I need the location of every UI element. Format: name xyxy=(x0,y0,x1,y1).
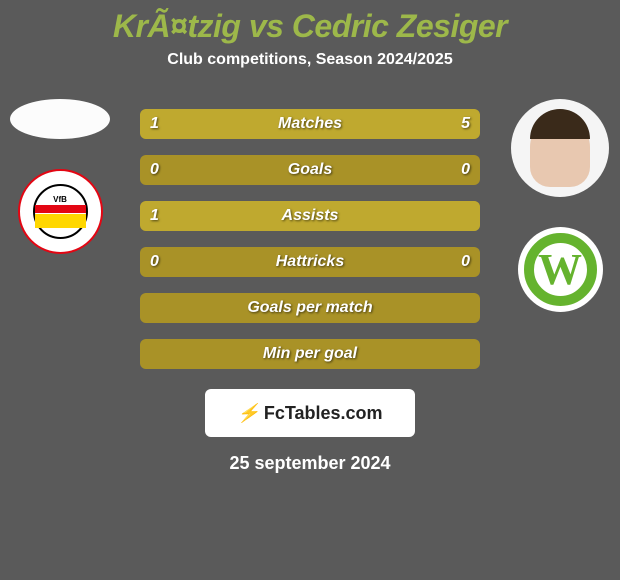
wolfsburg-w: W xyxy=(538,244,582,295)
left-player-avatar xyxy=(10,99,110,139)
stat-row: Min per goal xyxy=(140,339,480,369)
right-club-badge: W xyxy=(518,227,603,312)
stat-value-left: 1 xyxy=(140,207,180,225)
left-player-column: VfB xyxy=(10,99,110,254)
site-badge: ⚡ FcTables.com xyxy=(205,389,415,437)
stat-value-right: 0 xyxy=(440,253,480,271)
stat-label: Assists xyxy=(180,207,440,225)
stat-value-left: 0 xyxy=(140,161,180,179)
right-player-avatar xyxy=(511,99,609,197)
stat-row: 1Matches5 xyxy=(140,109,480,139)
stat-label: Goals xyxy=(180,161,440,179)
date-line: 25 september 2024 xyxy=(0,453,620,474)
stat-label: Matches xyxy=(180,115,440,133)
right-player-column: W xyxy=(510,99,610,312)
fctables-icon: ⚡ xyxy=(237,403,259,424)
stat-label: Goals per match xyxy=(180,299,440,317)
stat-value-left: 0 xyxy=(140,253,180,271)
stat-row: 0Goals0 xyxy=(140,155,480,185)
subtitle: Club competitions, Season 2024/2025 xyxy=(0,51,620,69)
vfb-text: VfB xyxy=(53,195,67,204)
stat-value-right: 0 xyxy=(440,161,480,179)
stat-row: Goals per match xyxy=(140,293,480,323)
stat-label: Hattricks xyxy=(180,253,440,271)
comparison-content: VfB W 1Matches50Goals01Assists0Hattricks… xyxy=(0,109,620,474)
stat-label: Min per goal xyxy=(180,345,440,363)
stat-value-right: 5 xyxy=(440,115,480,133)
stat-value-left: 1 xyxy=(140,115,180,133)
site-name: FcTables.com xyxy=(264,403,383,424)
stat-row: 0Hattricks0 xyxy=(140,247,480,277)
left-club-badge: VfB xyxy=(18,169,103,254)
stat-row: 1Assists xyxy=(140,201,480,231)
page-title: KrÃ¤tzig vs Cedric Zesiger xyxy=(0,0,620,45)
stats-bars: 1Matches50Goals01Assists0Hattricks0Goals… xyxy=(140,109,480,369)
